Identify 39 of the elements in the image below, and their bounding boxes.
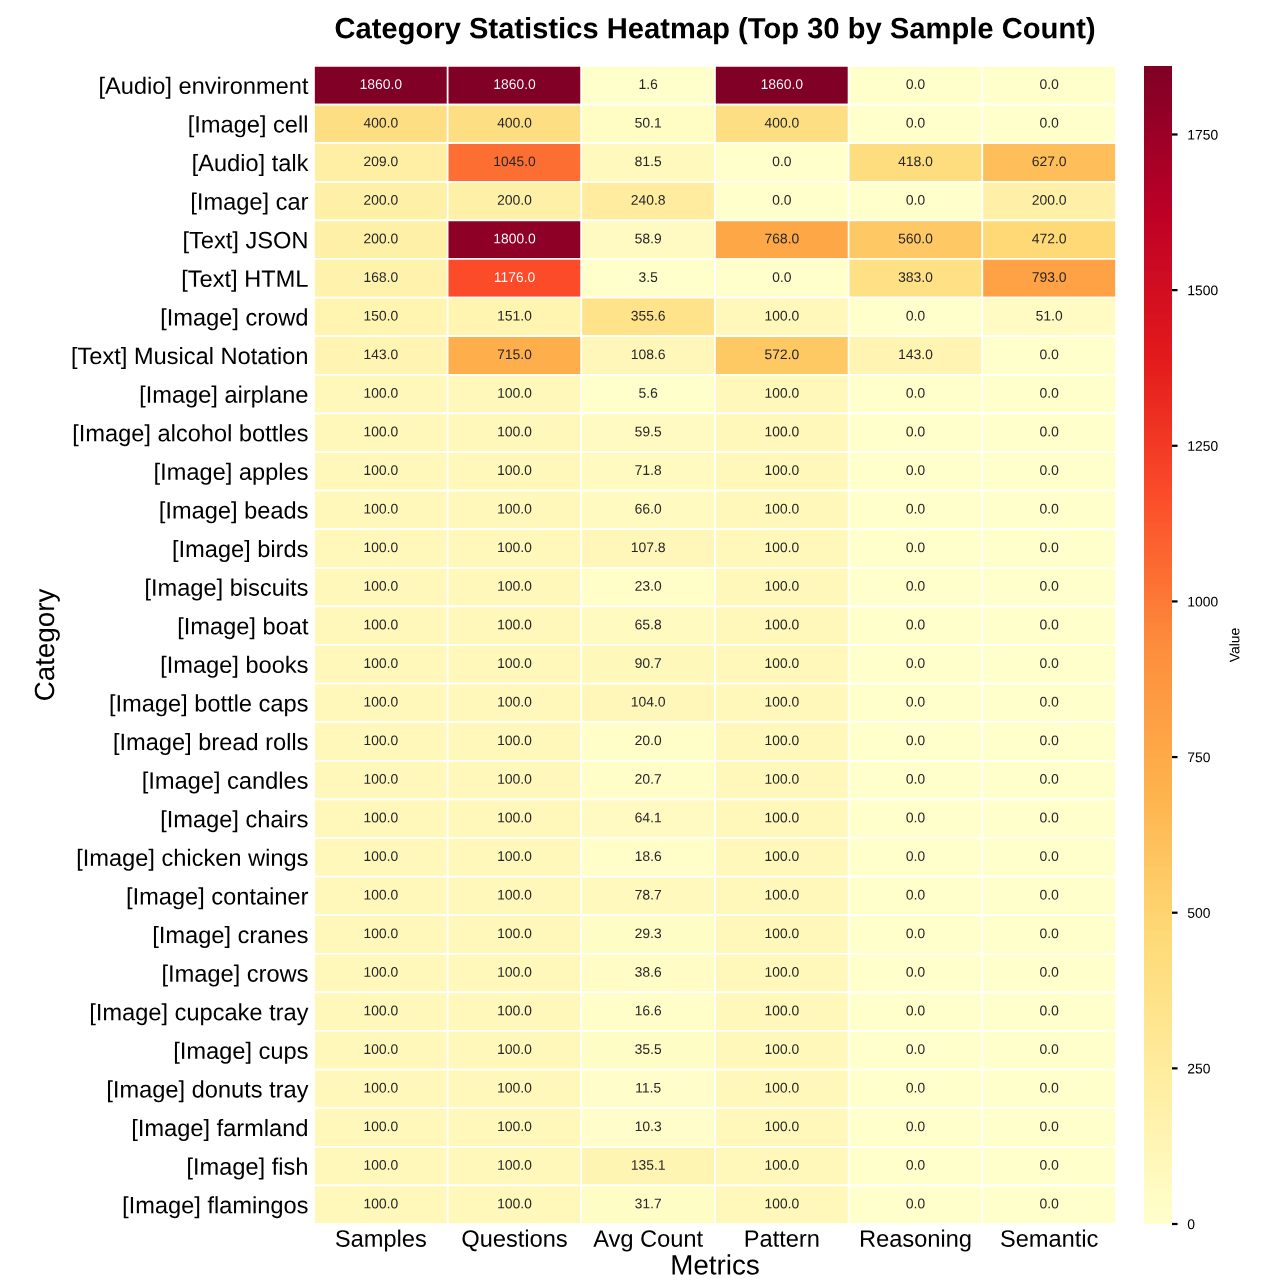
y-tick-label: [Image] alcohol bottles [73, 424, 308, 447]
y-tick-label: [Image] birds [173, 539, 308, 562]
y-tick-label: [Image] bottle caps [110, 694, 308, 717]
y-tick-label: [Audio] environment [100, 76, 309, 99]
y-tick-label: [Text] JSON [184, 231, 307, 254]
y-tick-label: [Image] container [127, 887, 309, 910]
y-tick-label: [Audio] talk [193, 153, 309, 176]
x-tick-label: Samples [335, 1229, 426, 1252]
x-tick-label: Questions [462, 1229, 567, 1252]
y-tick-label: [Image] chairs [161, 810, 308, 833]
y-tick-label: [Image] cell [189, 115, 307, 138]
x-tick-label: Avg Count [593, 1230, 703, 1252]
y-tick-label: [Image] books [161, 655, 308, 678]
y-tick-label: [Image] cups [174, 1041, 308, 1064]
y-tick-label: [Image] airplane [140, 385, 308, 408]
y-tick-label: [Image] crowd [161, 308, 307, 331]
y-tick-label: [Image] bread rolls [114, 732, 308, 755]
x-tick-label: Reasoning [861, 1229, 971, 1252]
y-tick-label: [Image] biscuits [146, 578, 308, 601]
x-axis-title: Metrics [672, 1254, 759, 1275]
y-tick-label: [Image] car [192, 192, 309, 215]
y-tick-label: [Image] chicken wings [77, 848, 308, 871]
y-tick-label: [Image] cranes [153, 925, 308, 948]
y-tick-label: [Image] donuts tray [108, 1080, 309, 1103]
y-axis-title: Category [34, 588, 60, 700]
x-tick-label: Semantic [1001, 1229, 1098, 1247]
y-tick-label: [Text] HTML [182, 269, 308, 292]
y-tick-label: [Image] candles [143, 771, 308, 794]
y-tick-label: [Image] farmland [132, 1118, 307, 1141]
chart-title: Category Statistics Heatmap (Top 30 by Sample Count) [335, 17, 1095, 45]
y-tick-label: [Image] apples [155, 462, 308, 485]
y-tick-label: [Image] crows [163, 964, 308, 987]
y-tick-label: [Image] cupcake tray [90, 1003, 309, 1026]
y-tick-label: [Text] Musical Notation [72, 346, 307, 369]
y-tick-label: [Image] fish [188, 1157, 307, 1180]
x-tick-label: Pattern [745, 1230, 819, 1247]
y-tick-label: [Image] boat [178, 617, 309, 640]
y-tick-label: [Image] beads [160, 501, 308, 524]
y-tick-label: [Image] flamingos [123, 1196, 308, 1219]
